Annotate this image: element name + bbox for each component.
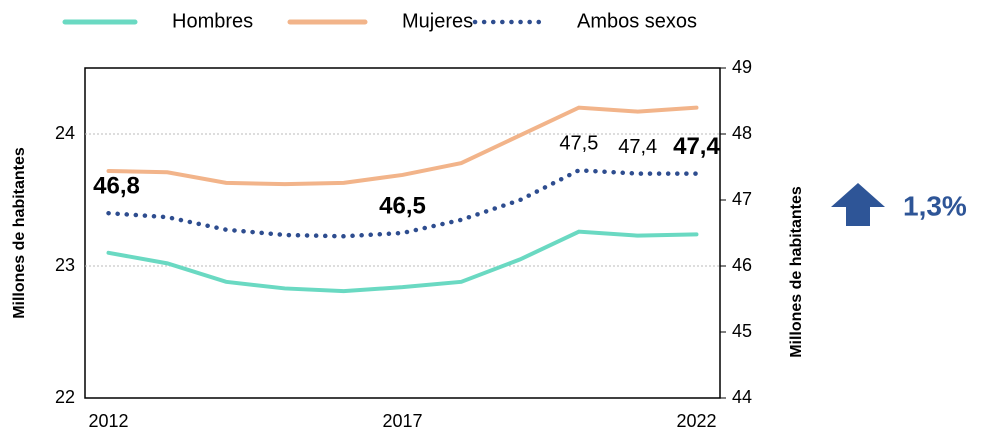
- y-tick-label: 24: [55, 123, 75, 143]
- y2-axis-label: Millones de habitantes: [788, 186, 805, 358]
- data-label: 47,5: [559, 133, 598, 155]
- x-tick-label: 2012: [88, 411, 128, 431]
- data-label: 46,5: [379, 192, 426, 219]
- legend-label: Ambos sexos: [577, 10, 697, 32]
- series-line: [106, 105, 699, 187]
- up-arrow: [831, 183, 885, 226]
- y2-tick-label: 45: [732, 321, 752, 341]
- plot-frame: [84, 67, 721, 399]
- annotation: 1,3%: [903, 190, 967, 221]
- y2-tick-label: 47: [732, 189, 752, 209]
- y-axis-label: Millones de habitantes: [11, 147, 28, 319]
- y2-tick-label: 46: [732, 255, 752, 275]
- y2-tick-label: 44: [732, 387, 752, 407]
- y2-tick-label: 49: [732, 57, 752, 77]
- data-label: 47,4: [618, 136, 657, 158]
- x-tick-label: 2017: [382, 411, 422, 431]
- series-line: [106, 168, 699, 239]
- x-tick-label: 2022: [676, 411, 716, 431]
- series-line: [106, 229, 699, 294]
- legend-label: Hombres: [172, 10, 253, 32]
- data-label: 46,8: [93, 173, 140, 200]
- y2-tick-label: 48: [732, 123, 752, 143]
- y-tick-label: 23: [55, 255, 75, 275]
- legend-label: Mujeres: [402, 10, 473, 32]
- data-label: 47,4: [673, 133, 720, 160]
- y-tick-label: 22: [55, 387, 75, 407]
